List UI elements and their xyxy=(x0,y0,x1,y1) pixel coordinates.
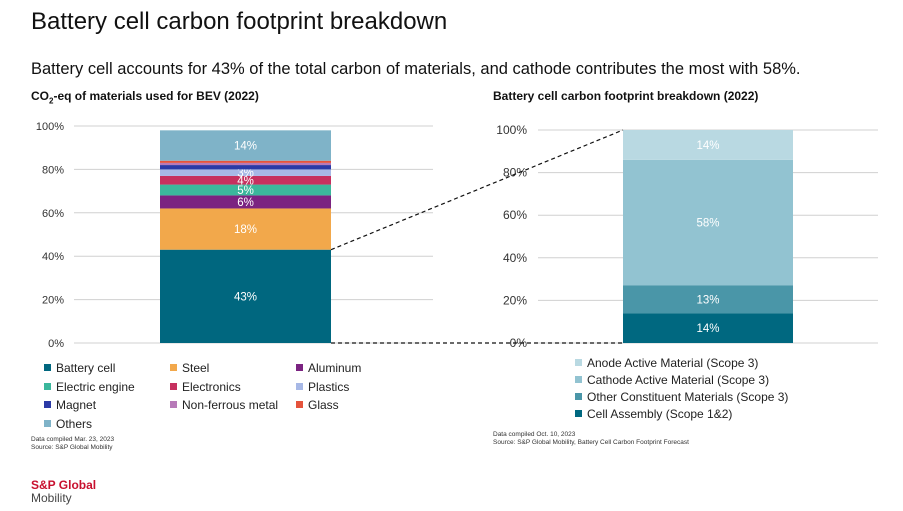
right-note-compiled: Data compiled Oct. 10, 2023 xyxy=(493,431,576,438)
left-chart-bar-segment xyxy=(160,169,331,176)
left-chart-y-tick-label: 100% xyxy=(36,121,64,133)
legend-label: Magnet xyxy=(56,398,97,412)
right-chart-y-tick-label: 100% xyxy=(496,123,527,137)
left-legend-item: Electric engine xyxy=(44,380,135,394)
left-chart-title: CO2-eq of materials used for BEV (2022) xyxy=(31,89,259,106)
right-legend-item: Anode Active Material (Scope 3) xyxy=(575,356,758,370)
left-legend-item: Others xyxy=(44,417,92,431)
legend-swatch xyxy=(575,410,582,417)
left-chart-bar-segment xyxy=(160,208,331,250)
right-chart-y-tick-label: 0% xyxy=(510,336,528,350)
left-chart-bar-segment xyxy=(160,162,331,166)
right-chart-bar-segment xyxy=(623,285,793,314)
left-chart-y-tick-label: 40% xyxy=(42,251,64,263)
brand-name: S&P Global xyxy=(31,478,97,492)
zoom-connector-top xyxy=(330,129,624,251)
left-chart-data-label: 43% xyxy=(234,291,257,303)
right-legend-item: Other Constituent Materials (Scope 3) xyxy=(575,390,788,404)
legend-label: Aluminum xyxy=(308,361,362,375)
right-chart-title: Battery cell carbon footprint breakdown … xyxy=(493,89,759,103)
legend-swatch xyxy=(575,359,582,366)
right-note-source: Source: S&P Global Mobility, Battery Cel… xyxy=(493,439,689,446)
brand-logo: S&P Global Mobility xyxy=(31,479,96,505)
left-chart-bar-segment xyxy=(160,165,331,170)
right-chart-bar-segment xyxy=(623,313,793,343)
legend-label: Electric engine xyxy=(56,379,135,394)
right-legend-item: Cathode Active Material (Scope 3) xyxy=(575,373,769,387)
left-legend-item: Magnet xyxy=(44,398,96,412)
page-title: Battery cell carbon footprint breakdown xyxy=(31,8,448,35)
left-note-source: Source: S&P Global Mobility xyxy=(31,444,113,451)
left-legend-item: Steel xyxy=(170,361,209,375)
right-chart-data-label: 13% xyxy=(696,294,719,306)
left-chart-bar-segment xyxy=(160,160,331,163)
left-chart-data-label: 4% xyxy=(237,175,254,187)
legend-label: Plastics xyxy=(308,379,350,394)
left-chart-y-tick-label: 80% xyxy=(42,164,64,176)
left-legend-item: Non-ferrous metal xyxy=(170,398,278,412)
legend-label: Glass xyxy=(308,398,339,412)
right-chart-data-label: 14% xyxy=(696,140,719,152)
legend-label: Anode Active Material (Scope 3) xyxy=(587,356,759,370)
right-data-note: Data compiled Oct. 10, 2023 Source: S&P … xyxy=(493,431,689,447)
left-chart-bar-segment xyxy=(160,249,331,343)
legend-label: Other Constituent Materials (Scope 3) xyxy=(587,390,789,404)
left-legend-item: Electronics xyxy=(170,380,241,394)
legend-label: Others xyxy=(56,416,93,431)
left-note-compiled: Data compiled Mar. 23, 2023 xyxy=(31,436,115,443)
left-chart-bar-segment xyxy=(160,195,331,209)
left-chart-data-label: 6% xyxy=(237,197,254,209)
page-subtitle: Battery cell accounts for 43% of the tot… xyxy=(31,60,801,78)
right-chart-bar-segment xyxy=(623,159,793,286)
left-chart-bar-segment xyxy=(160,175,331,185)
left-legend-item: Battery cell xyxy=(44,361,115,375)
right-chart-y-tick-label: 20% xyxy=(503,293,527,307)
left-chart-data-label: 14% xyxy=(234,141,257,153)
legend-swatch xyxy=(296,364,303,371)
legend-label: Cathode Active Material (Scope 3) xyxy=(587,373,770,387)
legend-label: Non-ferrous metal xyxy=(182,398,279,412)
legend-swatch xyxy=(44,382,51,390)
left-chart-bar-segment xyxy=(160,130,331,161)
legend-label: Steel xyxy=(182,361,210,375)
right-chart-data-label: 14% xyxy=(696,323,719,335)
legend-swatch xyxy=(575,376,582,383)
left-chart-y-tick-label: 0% xyxy=(48,338,64,350)
right-chart-data-label: 58% xyxy=(696,218,719,230)
right-chart-bar-segment xyxy=(623,130,793,160)
legend-swatch xyxy=(44,401,51,408)
legend-swatch xyxy=(44,364,51,371)
legend-swatch xyxy=(170,364,177,371)
left-legend-item: Aluminum xyxy=(296,361,361,375)
legend-label: Cell Assembly (Scope 1&2) xyxy=(587,407,733,421)
right-chart-y-tick-label: 60% xyxy=(503,208,527,222)
legend-swatch xyxy=(575,393,582,400)
legend-label: Electronics xyxy=(182,379,241,394)
left-chart-data-label: 18% xyxy=(234,224,257,236)
right-chart-y-tick-label: 40% xyxy=(503,251,527,265)
legend-swatch xyxy=(296,401,303,408)
legend-label: Battery cell xyxy=(56,361,116,375)
legend-swatch xyxy=(170,401,177,408)
left-legend-item: Glass xyxy=(296,398,339,412)
brand-sub: Mobility xyxy=(31,491,72,505)
legend-swatch xyxy=(44,419,51,427)
legend-swatch xyxy=(296,382,303,390)
left-chart-data-label: 3% xyxy=(237,168,254,180)
right-legend-item: Cell Assembly (Scope 1&2) xyxy=(575,407,732,421)
left-chart-y-tick-label: 60% xyxy=(42,208,64,220)
left-chart-y-tick-label: 20% xyxy=(42,295,64,307)
left-data-note: Data compiled Mar. 23, 2023 Source: S&P … xyxy=(31,436,114,452)
left-chart-data-label: 5% xyxy=(237,185,254,197)
left-legend-item: Plastics xyxy=(296,380,349,394)
legend-swatch xyxy=(170,382,177,390)
left-chart-bar-segment xyxy=(160,184,331,196)
